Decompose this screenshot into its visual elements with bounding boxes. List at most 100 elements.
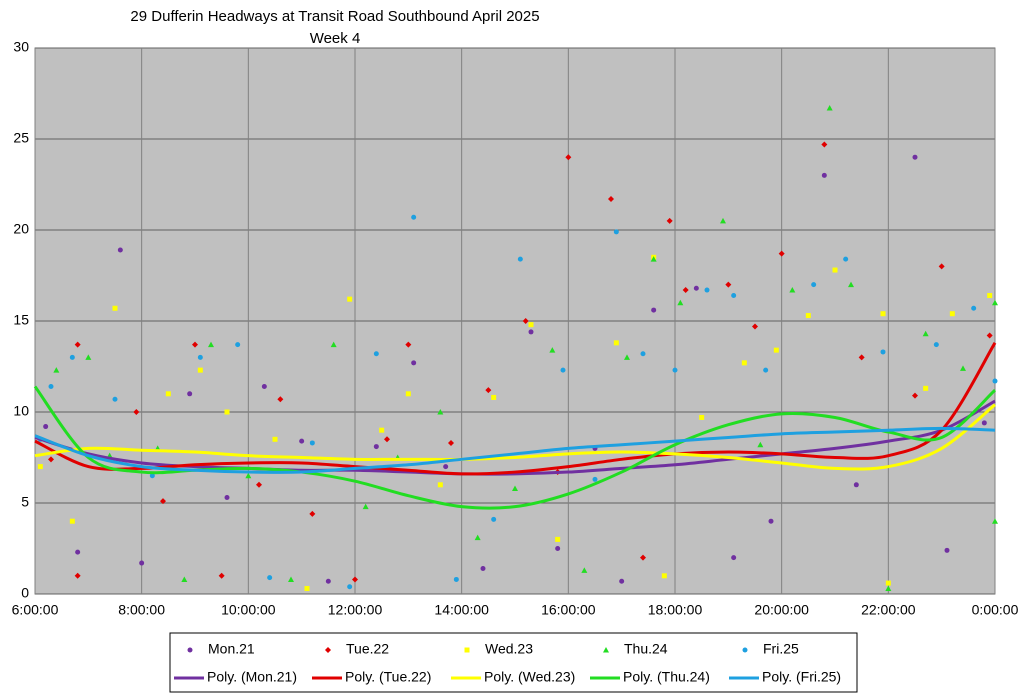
point — [682, 287, 689, 294]
point — [379, 427, 385, 433]
point — [272, 436, 278, 442]
point — [197, 367, 203, 373]
x-tick-label: 16:00:00 — [541, 602, 596, 618]
y-tick-label: 10 — [13, 403, 29, 419]
point — [411, 360, 417, 366]
point — [448, 439, 454, 446]
point — [693, 285, 699, 291]
point — [165, 391, 171, 397]
legend-marker — [325, 647, 331, 653]
y-tick-label: 30 — [13, 39, 29, 55]
legend-marker — [603, 647, 609, 653]
point — [411, 214, 417, 220]
point — [48, 456, 54, 463]
point — [880, 311, 886, 317]
point — [757, 441, 764, 448]
point — [666, 217, 673, 224]
legend-label: Wed.23 — [485, 641, 533, 657]
point — [560, 367, 566, 373]
point — [309, 510, 316, 517]
point — [522, 318, 529, 324]
point — [437, 482, 443, 488]
point — [853, 482, 859, 488]
point — [731, 293, 737, 299]
trend-line — [34, 403, 996, 471]
point — [720, 217, 726, 224]
point — [555, 536, 561, 542]
point — [405, 391, 411, 397]
point — [69, 354, 75, 360]
point — [330, 341, 337, 348]
point — [181, 576, 188, 582]
point — [218, 572, 225, 579]
point — [981, 420, 987, 426]
point — [987, 293, 993, 299]
point — [491, 516, 497, 522]
point — [992, 518, 998, 524]
legend-label: Tue.22 — [346, 641, 389, 657]
point — [624, 354, 630, 360]
trend-line — [34, 426, 996, 474]
point — [139, 560, 145, 566]
point — [267, 575, 273, 581]
point — [944, 547, 950, 553]
point — [245, 472, 252, 479]
point — [811, 282, 817, 288]
point — [581, 567, 588, 573]
point — [992, 378, 998, 384]
point — [288, 576, 294, 582]
point — [347, 584, 353, 590]
point — [405, 341, 412, 348]
point — [752, 323, 758, 330]
point — [373, 444, 379, 450]
point — [149, 473, 155, 479]
point — [613, 340, 619, 346]
legend-label: Poly. (Wed.23) — [484, 669, 575, 685]
point — [986, 332, 993, 339]
point — [592, 476, 598, 482]
point — [197, 354, 203, 360]
point — [453, 576, 459, 582]
point — [208, 341, 214, 348]
point — [922, 330, 929, 337]
point — [885, 585, 892, 592]
point — [880, 349, 886, 355]
point — [512, 485, 518, 491]
point — [789, 287, 796, 293]
y-tick-label: 0 — [21, 585, 29, 601]
point — [133, 409, 140, 415]
point — [75, 549, 81, 555]
point — [304, 586, 310, 592]
point — [74, 572, 81, 579]
point — [699, 414, 705, 420]
point — [528, 329, 534, 335]
point — [848, 281, 854, 288]
x-tick-label: 8:00:00 — [118, 602, 165, 618]
chart-subtitle: Week 4 — [310, 30, 361, 47]
point — [117, 247, 123, 253]
y-tick-label: 25 — [13, 130, 29, 146]
point — [48, 384, 54, 390]
point — [112, 396, 118, 402]
point — [821, 141, 828, 148]
point — [347, 296, 353, 302]
legend-marker — [187, 647, 193, 653]
legend-marker — [464, 647, 470, 653]
point — [362, 503, 369, 510]
point — [224, 409, 230, 415]
point — [261, 384, 267, 390]
x-tick-label: 20:00:00 — [754, 602, 809, 618]
point — [885, 580, 891, 586]
point — [821, 172, 827, 178]
point — [826, 105, 833, 111]
legend-label: Fri.25 — [763, 641, 799, 657]
point — [309, 440, 315, 446]
trend-line — [34, 342, 997, 476]
point — [608, 196, 614, 203]
x-tick-label: 14:00:00 — [434, 602, 489, 618]
point — [858, 354, 865, 361]
point — [778, 250, 785, 257]
legend-box — [169, 632, 858, 693]
point — [768, 518, 774, 524]
